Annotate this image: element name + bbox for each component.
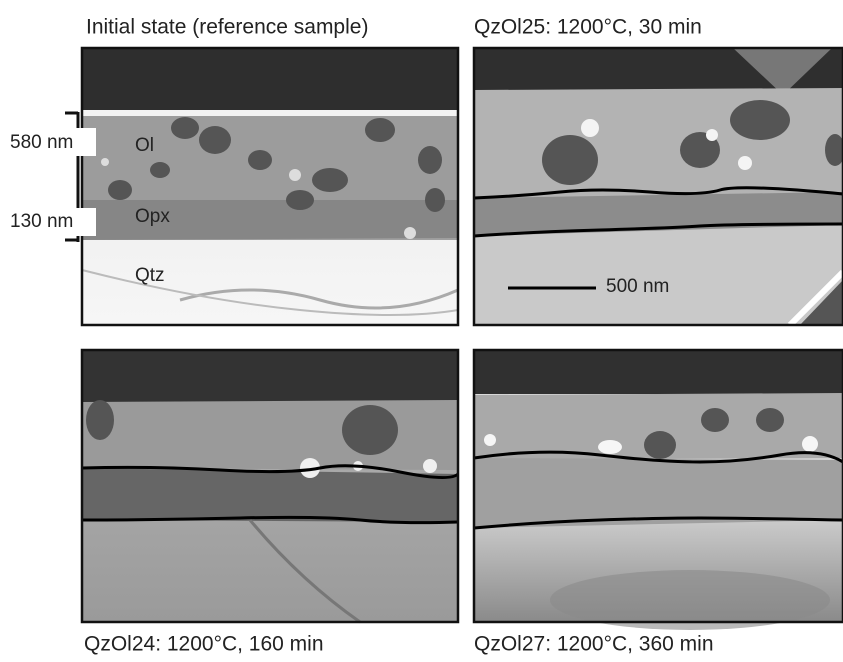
panel-title: QzOl25: 1200°C, 30 min [474,16,702,39]
layer-label: Qtz [135,265,165,286]
micrograph [472,46,843,328]
layer-label: Ol [135,135,154,156]
scale-bar-label: 500 nm [606,276,669,297]
panel-title: QzOl24: 1200°C, 160 min [84,633,324,656]
thickness-label: 580 nm [10,132,73,153]
thickness-label: 130 nm [10,211,73,232]
panel-title: QzOl27: 1200°C, 360 min [474,633,714,656]
micrograph [472,348,843,630]
micrograph [80,348,460,624]
micrograph [80,46,460,327]
panel-title: Initial state (reference sample) [86,16,368,39]
layer-label: Opx [135,206,170,227]
